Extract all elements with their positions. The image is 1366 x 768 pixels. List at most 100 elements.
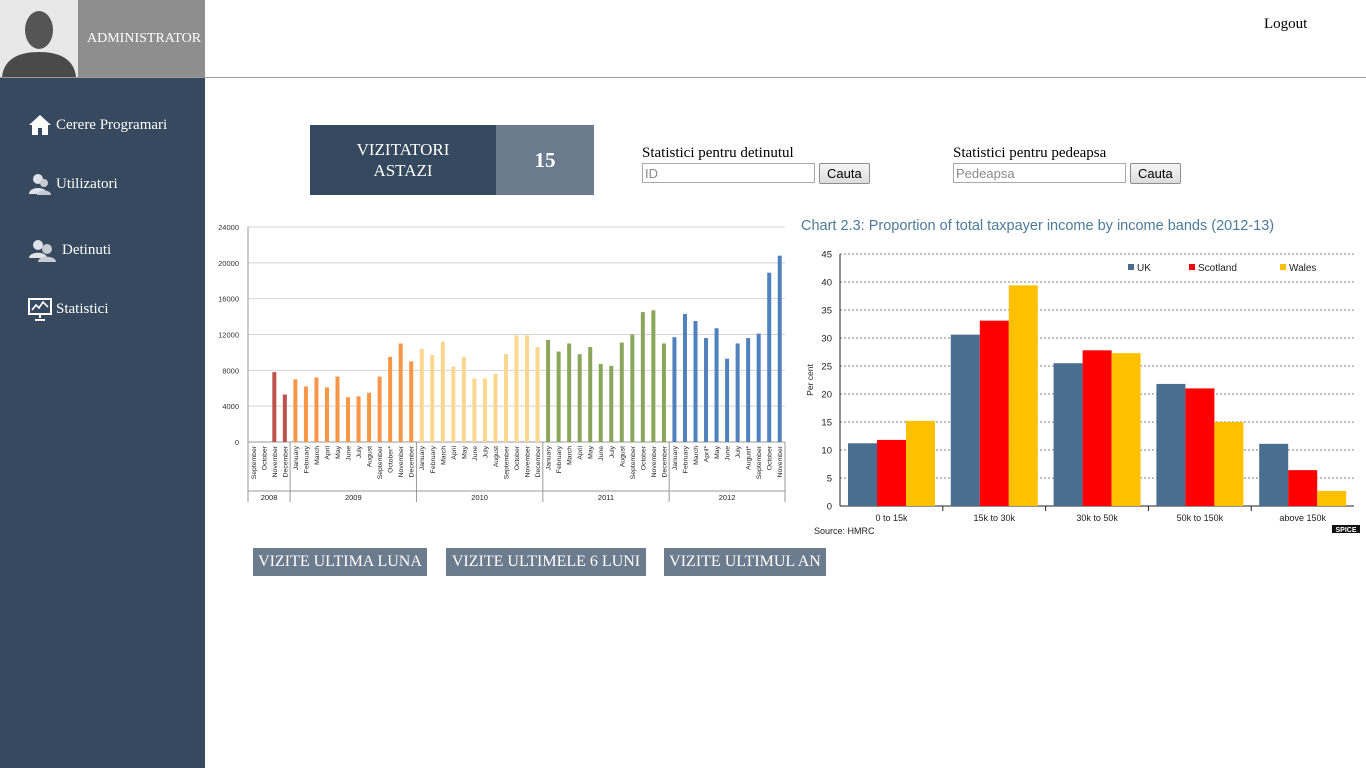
month-tick-label: July [482,445,489,458]
bar [979,320,1009,506]
bar [714,328,719,442]
visits-last-6-months-button[interactable]: VIZITE ULTIMELE 6 LUNI [446,548,646,576]
legend-swatch [1128,264,1134,270]
sentence-search-button[interactable]: Cauta [1130,163,1181,184]
y-tick-label: 5 [827,474,832,485]
legend-swatch [1280,264,1286,270]
month-tick-label: January [293,445,300,470]
visits-last-year-button[interactable]: VIZITE ULTIMUL AN [664,548,826,576]
bar [950,334,980,506]
month-tick-label: May [588,445,595,458]
month-tick-label: April* [704,446,711,463]
month-tick-label: May [335,445,342,458]
month-tick-label: April [451,446,458,460]
sidebar-item-utilizatori[interactable]: Utilizatori [28,172,118,196]
bar [282,394,287,442]
month-tick-label: January [546,445,553,470]
legend-swatch [1189,264,1195,270]
month-tick-label: July [735,445,742,458]
detainee-search-button[interactable]: Cauta [819,163,870,184]
month-tick-label: May [714,445,721,458]
bar [1008,285,1038,506]
month-tick-label: March [440,446,447,465]
y-tick-label: 45 [821,250,832,261]
y-tick-label: 16000 [218,295,239,304]
sidebar-item-statistici[interactable]: Statistici [28,297,109,321]
month-tick-label: December [661,445,668,477]
sentence-input[interactable] [953,163,1126,183]
bar [409,361,414,442]
year-label: 2012 [719,493,736,502]
y-tick-label: 4000 [222,402,239,411]
bar [567,343,572,442]
bar [1317,490,1347,506]
detainee-id-input[interactable] [642,163,815,183]
bar [293,379,298,442]
month-tick-label: February [430,445,437,473]
legend-label: Wales [1289,263,1316,274]
visitors-label-line1: VIZITATORI [356,140,450,159]
bar [388,356,393,442]
bar [704,338,709,442]
bar [640,312,645,442]
sentence-search-form: Statistici pentru pedeapsa Cauta [953,145,1181,184]
bar [419,348,424,442]
bar [1214,422,1244,506]
bar [693,321,698,442]
income-bands-chart: Chart 2.3: Proportion of total taxpayer … [801,218,1360,536]
bar [335,376,340,442]
bar [430,355,435,442]
x-tick-label: 30k to 50k [1076,513,1118,523]
month-tick-label: August [619,446,626,467]
sidebar-item-label: Cerere Programari [56,116,168,133]
y-tick-label: 8000 [222,366,239,375]
visitors-today-count: 15 [496,125,594,195]
month-tick-label: August [367,446,374,467]
month-tick-label: April [577,446,584,460]
y-tick-label: 40 [821,278,832,289]
y-tick-label: 24000 [218,223,239,232]
month-tick-label: September [630,445,637,479]
spice-logo-text: SPICE [1335,527,1356,534]
detainee-search-form: Statistici pentru detinutul Cauta [642,145,870,184]
bar [514,335,519,442]
logout-link[interactable]: Logout [1264,16,1308,32]
y-tick-label: 10 [821,446,832,457]
user-role-label: ADMINISTRATOR [78,0,205,77]
bar [314,377,319,442]
user-silhouette-icon [0,0,78,77]
bar [877,439,906,506]
visits-last-month-button[interactable]: VIZITE ULTIMA LUNA [253,548,427,576]
month-tick-label: February [556,445,563,473]
x-tick-label: 15k to 30k [974,513,1016,523]
bar [609,365,614,442]
bar [777,255,782,442]
chart-source: Source: HMRC [814,526,875,536]
bar [651,310,656,442]
bar [588,347,593,442]
spice-logo [1332,525,1360,533]
bar [461,356,466,442]
month-tick-label: September [503,445,510,479]
year-label: 2010 [471,493,488,502]
sidebar-item-cerere-programari[interactable]: Cerere Programari [28,113,167,137]
bar [619,342,624,442]
year-label: 2011 [598,493,614,502]
bar [906,420,935,506]
month-tick-label: June [346,446,353,461]
year-label: 2008 [261,493,278,502]
bar [577,354,582,442]
bar [661,343,666,442]
bar [735,343,740,442]
month-tick-label: June [472,446,479,461]
bar [546,339,551,442]
detainee-search-label: Statistici pentru detinutul [642,145,794,161]
sidebar-item-detinuti[interactable]: Detinuti [28,238,111,262]
bar [303,386,308,442]
bar [535,347,540,442]
bar [493,373,498,442]
bar [746,338,751,442]
month-tick-label: December [535,445,542,477]
month-tick-label: September [251,445,258,479]
